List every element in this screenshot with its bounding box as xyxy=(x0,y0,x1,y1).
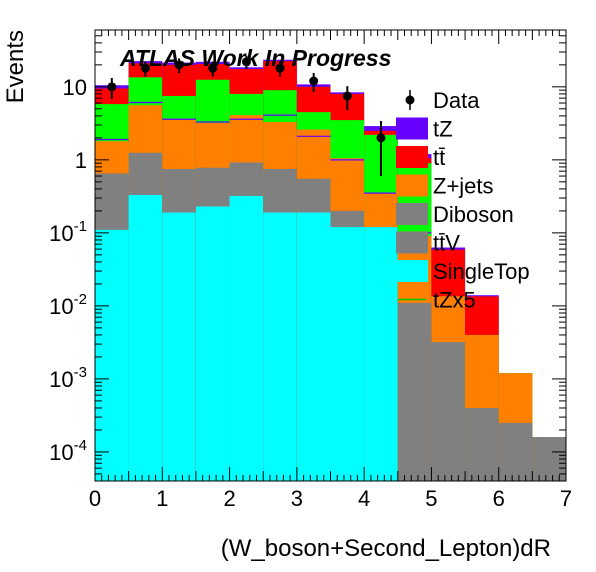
legend-swatch-singletop xyxy=(396,260,428,282)
legend-label-tz: tZ xyxy=(433,117,453,142)
legend-label-diboson: Diboson xyxy=(433,202,514,227)
legend-swatch-tz xyxy=(396,117,428,140)
legend-label-tt: tt̄ xyxy=(433,145,445,170)
data-point-0 xyxy=(107,82,117,92)
bar-diboson-bin-10 xyxy=(431,342,466,481)
bar-singletop-bin-5 xyxy=(263,212,297,482)
legend-marker-data xyxy=(405,95,415,105)
x-tick-label: 7 xyxy=(560,486,572,511)
x-tick-label: 4 xyxy=(358,486,370,511)
bar-singletop-bin-7 xyxy=(330,227,365,481)
bar-singletop-bin-0 xyxy=(95,229,129,481)
y-tick-label: 10-1 xyxy=(49,218,87,246)
y-tick-label: 1 xyxy=(75,148,87,173)
data-point-8 xyxy=(376,133,386,143)
y-axis-label: Events xyxy=(2,30,29,103)
bar-singletop-bin-2 xyxy=(162,212,196,482)
legend-swatch-z-jets xyxy=(396,174,428,197)
atlas-label: ATLAS Work In Progress xyxy=(119,45,391,71)
data-point-4 xyxy=(241,57,251,67)
x-tick-label: 0 xyxy=(89,486,101,511)
y-tick-label: 10 xyxy=(63,75,87,100)
data-point-7 xyxy=(342,91,352,101)
bar-singletop-bin-1 xyxy=(128,195,163,481)
histogram-stack xyxy=(95,59,566,482)
legend-swatch-tt-v xyxy=(396,231,428,254)
data-points xyxy=(107,55,386,177)
legend-swatch-tt xyxy=(396,146,428,168)
bar-singletop-bin-4 xyxy=(229,195,264,481)
y-tick-label: 10-3 xyxy=(49,364,87,392)
bar-diboson-bin-12 xyxy=(498,422,533,481)
data-point-5 xyxy=(275,63,285,73)
legend-swatch-diboson xyxy=(396,203,428,225)
bar-singletop-bin-3 xyxy=(195,206,230,481)
legend-label-singletop: SingleTop xyxy=(433,259,530,284)
x-axis-label: (W_boson+Second_Lepton)dR xyxy=(221,535,551,562)
bar-singletop-bin-6 xyxy=(296,212,331,482)
bar-diboson-bin-9 xyxy=(397,302,432,481)
bar-diboson-bin-11 xyxy=(465,407,499,481)
x-tick-label: 1 xyxy=(156,486,168,511)
x-axis: 0 1 2 3 4 5 6 7 xyxy=(89,30,572,511)
legend-label-tzx5: tZx5 xyxy=(433,288,476,313)
x-tick-label: 3 xyxy=(291,486,303,511)
y-tick-label: 10-2 xyxy=(49,291,87,319)
data-point-2 xyxy=(174,60,184,70)
data-point-1 xyxy=(140,63,150,73)
data-point-3 xyxy=(208,63,218,73)
legend-label-tt-v: tt̄V xyxy=(433,231,460,256)
x-tick-label: 6 xyxy=(493,486,505,511)
y-tick-label: 10-4 xyxy=(49,437,87,465)
x-tick-label: 2 xyxy=(223,486,235,511)
legend-label-z-jets: Z+jets xyxy=(433,174,494,199)
y-axis: 10-4 10-3 10-2 10-1 1 10 xyxy=(49,29,566,482)
x-tick-label: 5 xyxy=(425,486,437,511)
bar-singletop-bin-8 xyxy=(364,227,398,481)
legend-label-data: Data xyxy=(433,88,480,113)
legend: Data tZ tt̄ Z+jets Diboson tt̄V SingleTop tZx5 xyxy=(396,88,530,313)
data-point-6 xyxy=(309,76,319,86)
